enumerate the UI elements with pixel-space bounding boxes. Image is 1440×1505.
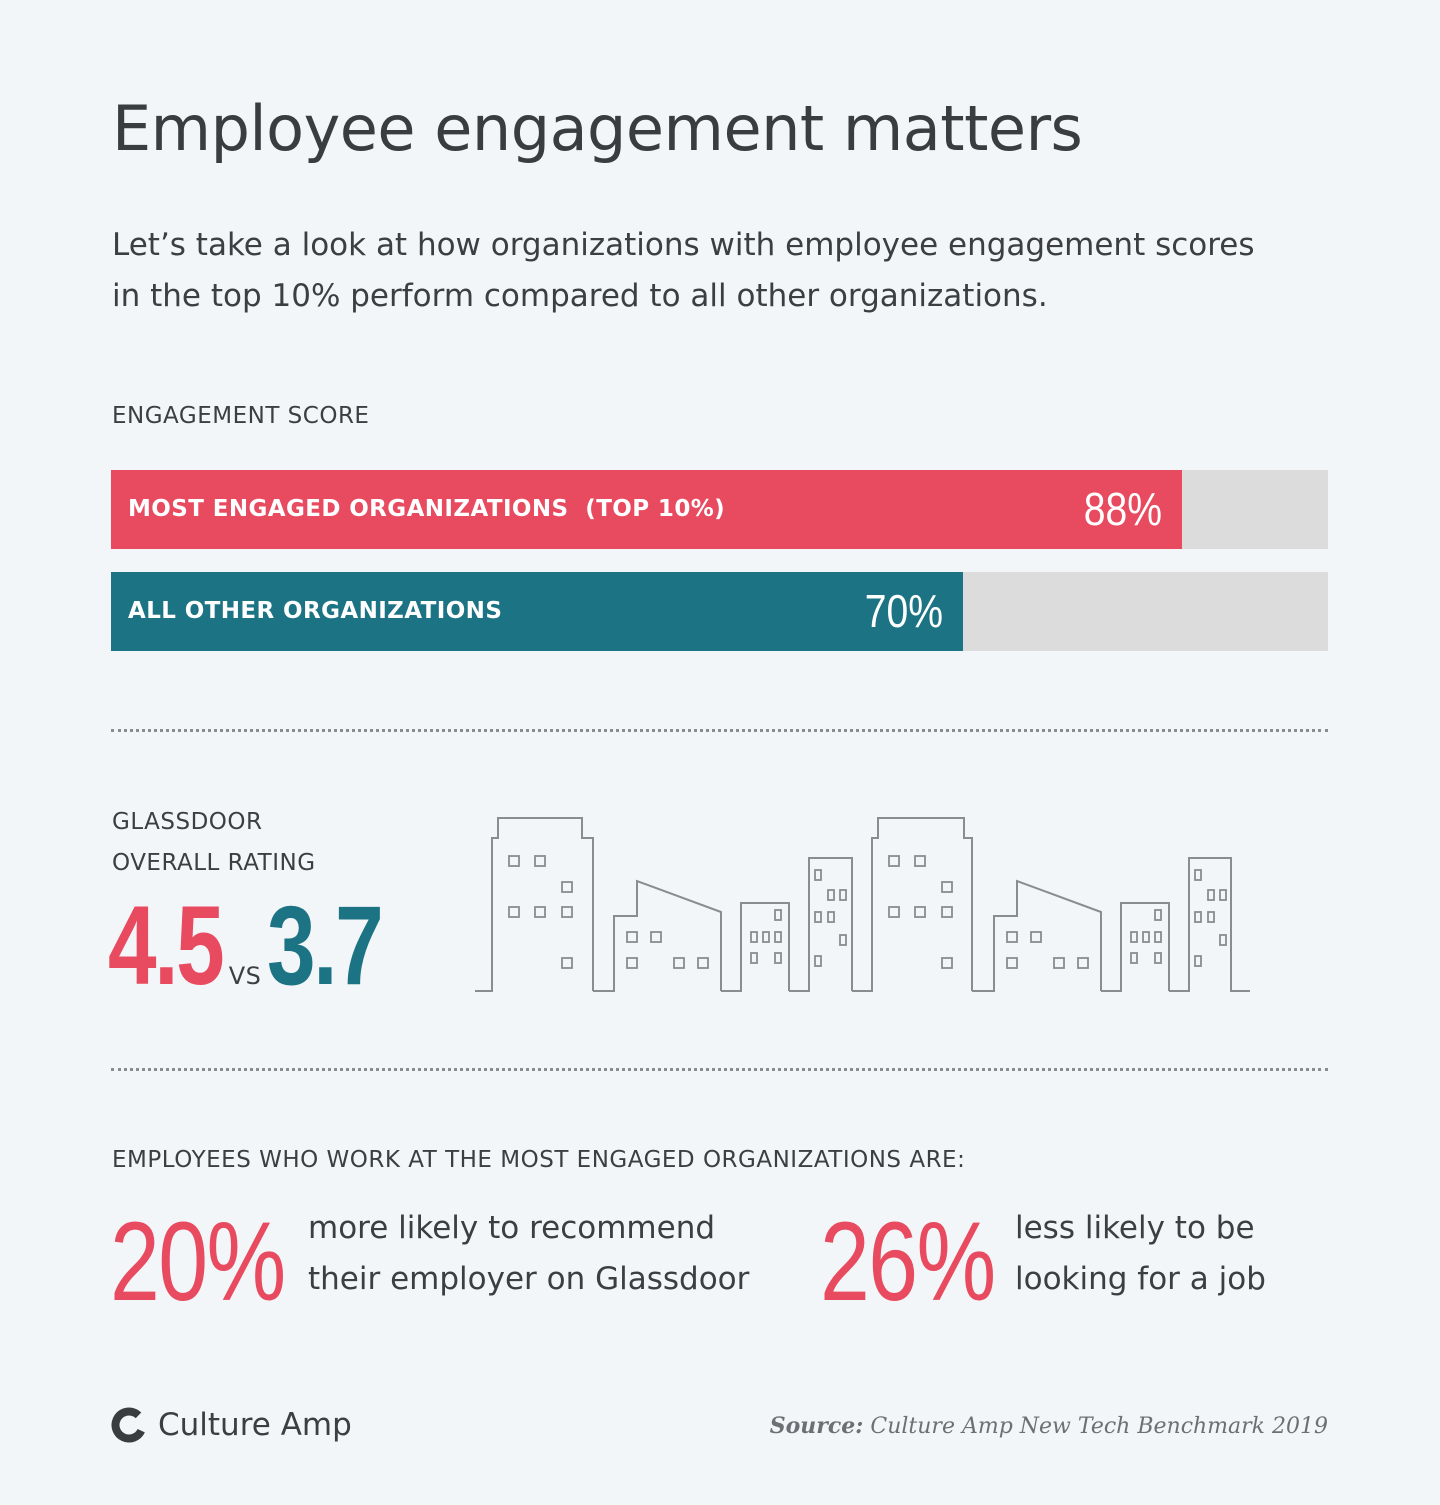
glassdoor-label-line2: OVERALL RATING <box>112 850 316 876</box>
stat-recommend-line2: their employer on Glassdoor <box>308 1261 750 1297</box>
stat-jobsearch-text: less likely to be looking for a job <box>1015 1203 1266 1305</box>
logo-text: Culture Amp <box>158 1407 352 1443</box>
city-skyline-illustration <box>475 817 1250 992</box>
bar-value-label: 88% <box>1083 483 1162 535</box>
rating-top-value: 4.5 <box>108 883 225 1008</box>
engagement-section-label: ENGAGEMENT SCORE <box>112 403 370 429</box>
culture-amp-logo: Culture Amp <box>110 1402 352 1448</box>
page-subtitle: Let’s take a look at how organizations w… <box>112 227 1255 314</box>
bar-category-label: ALL OTHER ORGANIZATIONS <box>128 598 503 624</box>
stat-recommend-value: 20% <box>110 1199 286 1324</box>
bar-fill: ALL OTHER ORGANIZATIONS 70% <box>111 572 963 651</box>
source-text: Culture Amp New Tech Benchmark 2019 <box>870 1414 1328 1439</box>
bar-fill: MOST ENGAGED ORGANIZATIONS (TOP 10%) 88% <box>111 470 1182 549</box>
stat-jobsearch-line1: less likely to be <box>1015 1210 1255 1246</box>
section-divider <box>111 729 1328 732</box>
bar-category-label: MOST ENGAGED ORGANIZATIONS (TOP 10%) <box>128 496 726 522</box>
source-label: Source: <box>769 1413 864 1439</box>
source-citation: Source: Culture Amp New Tech Benchmark 2… <box>770 1406 1328 1447</box>
stat-recommend-line1: more likely to recommend <box>308 1210 716 1246</box>
bar-track: MOST ENGAGED ORGANIZATIONS (TOP 10%) 88% <box>111 470 1328 549</box>
stat-jobsearch-value: 26% <box>820 1199 996 1324</box>
employees-heading: EMPLOYEES WHO WORK AT THE MOST ENGAGED O… <box>112 1147 966 1173</box>
bar-value-label: 70% <box>864 585 943 637</box>
section-divider <box>111 1068 1328 1071</box>
rating-vs-label: VS <box>228 962 262 990</box>
glassdoor-label-line1: GLASSDOOR <box>112 809 263 835</box>
stat-jobsearch-line2: looking for a job <box>1015 1261 1266 1297</box>
bar-track: ALL OTHER ORGANIZATIONS 70% <box>111 572 1328 651</box>
culture-amp-logo-icon <box>111 1407 147 1443</box>
page-title: Employee engagement matters <box>112 92 1083 165</box>
rating-others-value: 3.7 <box>267 883 384 1008</box>
stat-recommend-text: more likely to recommend their employer … <box>308 1203 749 1305</box>
glassdoor-rating: 4.5 VS 3.7 <box>108 890 414 1010</box>
